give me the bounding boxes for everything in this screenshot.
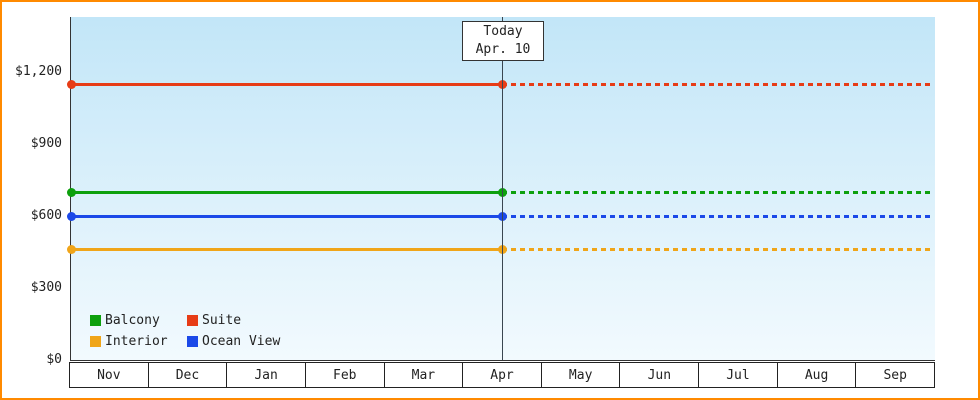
y-axis-tick-label: $0 [46, 352, 62, 367]
month-cell: Feb [304, 362, 385, 388]
legend-swatch [90, 315, 101, 326]
legend-swatch [187, 336, 198, 347]
y-axis-tick-label: $300 [30, 280, 62, 296]
legend: Balcony Suite Interior Ocean View [90, 313, 280, 349]
month-cell: Jul [698, 362, 778, 388]
month-cell: Jan [226, 362, 306, 388]
today-marker-box: Today Apr. 10 [462, 21, 544, 61]
month-cell: Sep [855, 362, 936, 388]
price-line-forecast [502, 214, 934, 218]
legend-label: Ocean View [202, 334, 281, 349]
y-axis-tick-label: $900 [30, 136, 62, 152]
x-axis-month-row: Nov Dec Jan Feb Mar Apr May Jun Jul Aug Sep [69, 362, 936, 388]
price-point [66, 187, 76, 197]
price-point [66, 245, 76, 255]
legend-item: Balcony [90, 313, 187, 328]
price-line-forecast [502, 248, 934, 252]
price-line-forecast [502, 190, 934, 194]
month-cell: Mar [383, 362, 464, 388]
legend-swatch [187, 315, 198, 326]
today-line [502, 17, 503, 360]
legend-item: Interior [90, 334, 187, 349]
legend-item: Ocean View [187, 334, 280, 349]
legend-item: Suite [187, 313, 280, 328]
month-cell: Aug [776, 362, 857, 388]
legend-label: Balcony [105, 313, 160, 328]
price-line-forecast [502, 82, 934, 86]
today-label: Today [483, 24, 523, 39]
month-cell: Jun [619, 362, 700, 388]
price-line-solid [70, 214, 502, 218]
price-point [66, 211, 76, 221]
legend-label: Suite [202, 313, 242, 328]
y-axis-tick-label: $600 [30, 208, 62, 224]
month-cell: Apr [462, 362, 542, 388]
price-line-solid [70, 82, 502, 86]
today-date: Apr. 10 [475, 42, 531, 57]
month-cell: Nov [69, 362, 149, 388]
price-line-solid [70, 248, 502, 252]
month-cell: Dec [147, 362, 228, 388]
y-axis-tick-label: $1,200 [15, 64, 62, 80]
price-point [66, 79, 76, 89]
legend-label: Interior [105, 334, 168, 349]
legend-swatch [90, 336, 101, 347]
month-cell: May [540, 362, 621, 388]
price-line-solid [70, 190, 502, 194]
